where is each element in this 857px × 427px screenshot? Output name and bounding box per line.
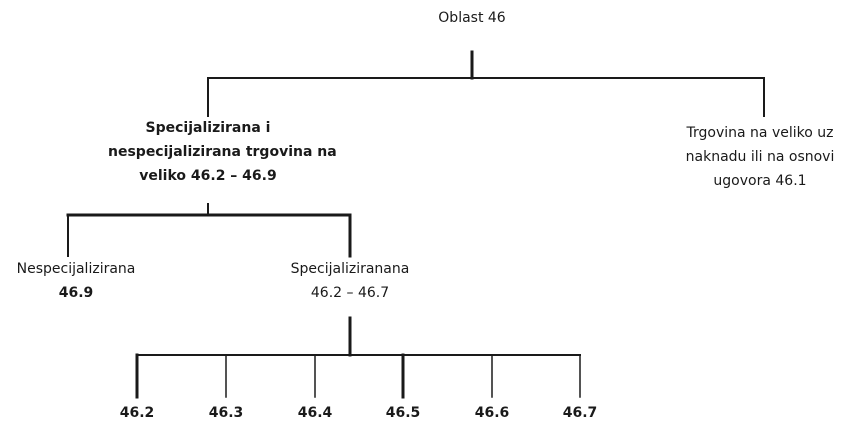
leaf-node: 46.5: [373, 401, 433, 425]
specialized-code: 46.2 – 46.7: [310, 285, 390, 301]
leaf-node: 46.2: [107, 401, 167, 425]
leaf-label: 46.6: [474, 405, 510, 421]
leaf-node: 46.7: [550, 401, 610, 425]
leaf-node: 46.3: [196, 401, 256, 425]
left-branch-line-1: Specijalizirana i: [145, 120, 271, 136]
right-branch-node: Trgovina na veliko uz naknadu ili na osn…: [662, 121, 857, 193]
root-label: Oblast 46: [438, 10, 506, 26]
leaf-node: 46.6: [462, 401, 522, 425]
nonspecialized-code: 46.9: [58, 285, 94, 301]
right-branch-line-2: naknadu ili na osnovi: [685, 149, 835, 165]
leaf-label: 46.2: [119, 405, 155, 421]
nonspecialized-node: Nespecijalizirana 46.9: [0, 257, 152, 305]
leaf-label: 46.5: [385, 405, 421, 421]
leaf-node: 46.4: [285, 401, 345, 425]
right-branch-line-3: ugovora 46.1: [713, 173, 807, 189]
leaf-label: 46.4: [297, 405, 333, 421]
nonspecialized-label: Nespecijalizirana: [16, 261, 136, 277]
right-branch-line-1: Trgovina na veliko uz: [686, 125, 834, 141]
left-branch-node: Specijalizirana i nespecijalizirana trgo…: [108, 116, 337, 188]
specialized-node: Specijaliziranana 46.2 – 46.7: [275, 257, 425, 305]
root-node: Oblast 46: [402, 6, 542, 30]
left-branch-line-2: nespecijalizirana trgovina na: [108, 144, 337, 160]
leaf-label: 46.7: [562, 405, 598, 421]
leaf-label: 46.3: [208, 405, 244, 421]
left-branch-line-3: veliko 46.2 – 46.9: [139, 168, 277, 184]
specialized-label: Specijaliziranana: [290, 261, 410, 277]
